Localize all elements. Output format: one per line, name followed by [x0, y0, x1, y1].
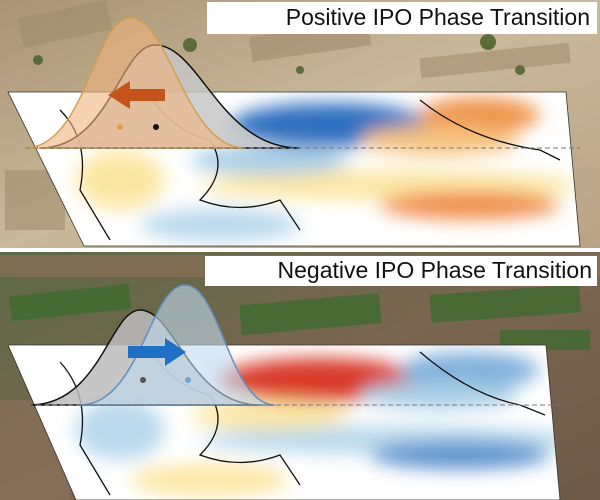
- decoration: [9, 283, 132, 322]
- decoration: [370, 441, 550, 469]
- divider: [0, 248, 600, 252]
- distribution-after: [24, 17, 246, 149]
- decoration: [420, 97, 540, 133]
- title-box: [205, 256, 597, 286]
- decoration: [380, 191, 560, 219]
- field-texture: [9, 283, 590, 350]
- decoration: [190, 400, 350, 430]
- decoration: [75, 352, 560, 496]
- decoration: [360, 125, 520, 155]
- decoration: [17, 0, 113, 48]
- decoration: [75, 150, 165, 210]
- decoration: [75, 97, 580, 241]
- top-panel: Positive IPO Phase Transition: [0, 0, 600, 248]
- decoration: [33, 55, 43, 65]
- decoration: [190, 145, 350, 175]
- panel-title: Negative IPO Phase Transition: [278, 257, 593, 283]
- panel-title: Positive IPO Phase Transition: [286, 4, 590, 30]
- map-frame: [7, 91, 581, 247]
- decoration: [75, 400, 165, 460]
- mean-before: [140, 377, 146, 383]
- decoration: [140, 209, 300, 241]
- decoration: [130, 464, 290, 496]
- mean-after: [117, 124, 123, 130]
- decoration: [239, 293, 382, 336]
- decoration: [183, 38, 197, 52]
- decoration: [360, 381, 520, 409]
- shift-arrow: [128, 338, 186, 366]
- decoration: [429, 284, 582, 323]
- title-box: [207, 2, 597, 34]
- decoration: [419, 42, 571, 79]
- decoration: [480, 34, 496, 50]
- map-frame: [7, 344, 561, 500]
- distribution-after: [79, 284, 276, 406]
- sst-map: [8, 92, 580, 246]
- sst-map: [8, 345, 560, 500]
- mean-before: [153, 124, 159, 130]
- shift-arrow: [108, 81, 165, 109]
- decoration: [400, 352, 540, 388]
- decoration: [296, 66, 304, 74]
- mean-after: [185, 377, 191, 383]
- bottom-panel: Negative IPO Phase Transition: [0, 252, 600, 500]
- decoration: [515, 65, 525, 75]
